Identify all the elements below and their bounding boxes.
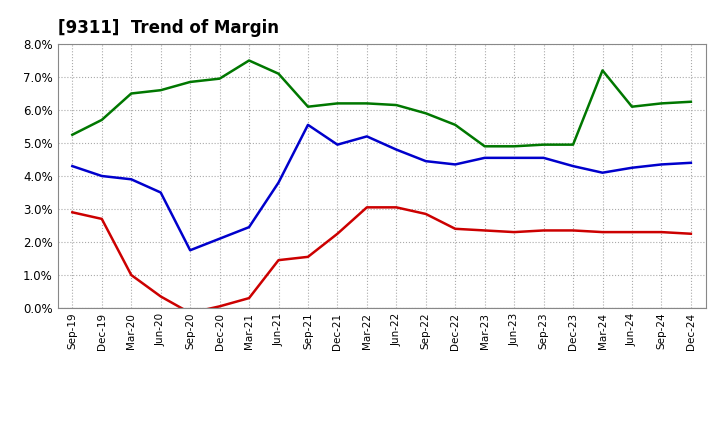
Operating Cashflow xyxy=(687,99,696,104)
Ordinary Income xyxy=(510,155,518,161)
Ordinary Income xyxy=(333,142,342,147)
Line: Operating Cashflow: Operating Cashflow xyxy=(72,60,691,146)
Ordinary Income xyxy=(687,160,696,165)
Operating Cashflow xyxy=(451,122,459,128)
Ordinary Income xyxy=(363,134,372,139)
Net Income xyxy=(363,205,372,210)
Net Income xyxy=(304,254,312,260)
Operating Cashflow xyxy=(215,76,224,81)
Ordinary Income xyxy=(392,147,400,152)
Operating Cashflow xyxy=(127,91,135,96)
Net Income xyxy=(451,226,459,231)
Net Income xyxy=(68,210,76,215)
Net Income xyxy=(392,205,400,210)
Net Income xyxy=(628,230,636,235)
Operating Cashflow xyxy=(598,68,607,73)
Net Income xyxy=(569,228,577,233)
Operating Cashflow xyxy=(657,101,666,106)
Net Income xyxy=(510,230,518,235)
Net Income xyxy=(127,272,135,278)
Operating Cashflow xyxy=(186,79,194,84)
Net Income xyxy=(186,310,194,315)
Operating Cashflow xyxy=(68,132,76,137)
Ordinary Income xyxy=(68,163,76,169)
Ordinary Income xyxy=(156,190,165,195)
Net Income xyxy=(274,257,283,263)
Ordinary Income xyxy=(598,170,607,175)
Ordinary Income xyxy=(451,162,459,167)
Net Income xyxy=(245,296,253,301)
Ordinary Income xyxy=(304,122,312,128)
Line: Ordinary Income: Ordinary Income xyxy=(72,125,691,250)
Net Income xyxy=(687,231,696,236)
Ordinary Income xyxy=(421,158,430,164)
Line: Net Income: Net Income xyxy=(72,207,691,313)
Net Income xyxy=(97,216,106,221)
Operating Cashflow xyxy=(510,143,518,149)
Net Income xyxy=(333,231,342,236)
Ordinary Income xyxy=(274,180,283,185)
Ordinary Income xyxy=(569,163,577,169)
Net Income xyxy=(156,294,165,299)
Operating Cashflow xyxy=(392,103,400,108)
Ordinary Income xyxy=(127,176,135,182)
Operating Cashflow xyxy=(304,104,312,109)
Ordinary Income xyxy=(186,248,194,253)
Net Income xyxy=(598,230,607,235)
Text: [9311]  Trend of Margin: [9311] Trend of Margin xyxy=(58,19,279,37)
Operating Cashflow xyxy=(245,58,253,63)
Ordinary Income xyxy=(539,155,548,161)
Net Income xyxy=(421,211,430,216)
Operating Cashflow xyxy=(628,104,636,109)
Ordinary Income xyxy=(480,155,489,161)
Ordinary Income xyxy=(628,165,636,170)
Operating Cashflow xyxy=(363,101,372,106)
Operating Cashflow xyxy=(156,88,165,93)
Ordinary Income xyxy=(657,162,666,167)
Operating Cashflow xyxy=(480,143,489,149)
Ordinary Income xyxy=(97,173,106,179)
Operating Cashflow xyxy=(97,117,106,122)
Net Income xyxy=(539,228,548,233)
Net Income xyxy=(480,228,489,233)
Net Income xyxy=(215,304,224,309)
Operating Cashflow xyxy=(569,142,577,147)
Operating Cashflow xyxy=(539,142,548,147)
Operating Cashflow xyxy=(274,71,283,76)
Ordinary Income xyxy=(245,224,253,230)
Operating Cashflow xyxy=(333,101,342,106)
Operating Cashflow xyxy=(421,110,430,116)
Ordinary Income xyxy=(215,236,224,241)
Net Income xyxy=(657,230,666,235)
